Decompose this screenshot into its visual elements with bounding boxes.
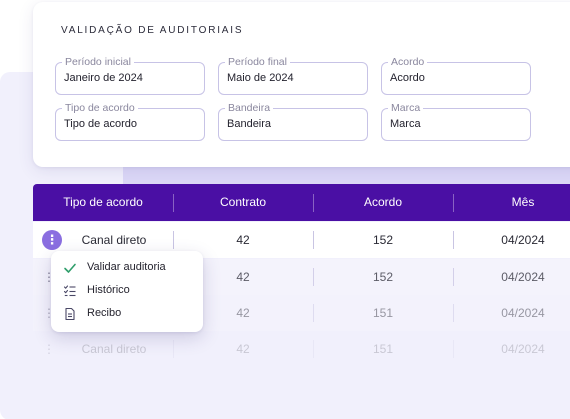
row-actions-button[interactable]: ⋮	[43, 342, 55, 356]
row-divider	[453, 268, 454, 286]
row-divider	[453, 231, 454, 249]
menu-item-validar-auditoria[interactable]: Validar auditoria	[51, 257, 203, 279]
row-divider	[313, 268, 314, 286]
cell-contrato: 42	[236, 270, 250, 284]
bandeira-field[interactable]: Bandeira Bandeira	[218, 102, 368, 141]
cell-mes: 04/2024	[501, 270, 545, 284]
cell-contrato: 42	[236, 342, 250, 356]
check-icon	[64, 263, 76, 273]
checklist-icon	[63, 285, 76, 297]
marca-field[interactable]: Marca Marca	[381, 102, 531, 141]
periodo-inicial-field[interactable]: Período inicial Janeiro de 2024	[55, 56, 205, 95]
periodo-final-field[interactable]: Período final Maio de 2024	[218, 56, 368, 95]
row-divider	[313, 304, 314, 322]
cell-tipo: Canal direto	[81, 233, 147, 247]
column-header-mes[interactable]: Mês	[511, 195, 535, 209]
cell-acordo: 152	[372, 233, 394, 247]
cell-acordo: 151	[372, 342, 394, 356]
menu-item-label: Histórico	[87, 284, 130, 296]
field-label: Marca	[388, 102, 424, 114]
cell-contrato: 42	[236, 306, 250, 320]
menu-item-historico[interactable]: Histórico	[51, 280, 203, 302]
field-value: Tipo de acordo	[64, 118, 137, 130]
filter-card-title: VALIDAÇÃO DE AUDITORIAIS	[61, 25, 244, 36]
cell-mes: 04/2024	[501, 233, 545, 247]
row-divider	[173, 231, 174, 249]
row-actions-button[interactable]: ⋮	[42, 230, 62, 250]
cell-acordo: 151	[372, 306, 394, 320]
header-divider	[313, 194, 314, 212]
column-header-contrato[interactable]: Contrato	[219, 195, 267, 209]
row-divider	[453, 340, 454, 358]
header-divider	[453, 194, 454, 212]
cell-mes: 04/2024	[501, 342, 545, 356]
row-divider	[453, 304, 454, 322]
field-value: Maio de 2024	[227, 72, 294, 84]
cell-tipo: Canal direto	[81, 342, 147, 356]
cell-acordo: 152	[372, 270, 394, 284]
header-divider	[173, 194, 174, 212]
field-label: Período inicial	[62, 56, 134, 68]
menu-item-label: Validar auditoria	[87, 261, 166, 273]
cell-mes: 04/2024	[501, 306, 545, 320]
field-value: Marca	[390, 118, 421, 130]
field-label: Bandeira	[225, 102, 274, 114]
tipo-de-acordo-field[interactable]: Tipo de acordo Tipo de acordo	[55, 102, 205, 141]
menu-item-label: Recibo	[87, 307, 122, 319]
cell-contrato: 42	[236, 233, 250, 247]
field-label: Período final	[225, 56, 290, 68]
column-header-acordo[interactable]: Acordo	[363, 195, 403, 209]
row-divider	[173, 340, 174, 358]
field-label: Acordo	[388, 56, 428, 68]
row-divider	[313, 340, 314, 358]
field-value: Bandeira	[227, 118, 272, 130]
row-actions-menu: Validar auditoria Histórico Recibo	[51, 251, 203, 332]
filter-card: VALIDAÇÃO DE AUDITORIAIS Período inicial…	[33, 2, 570, 167]
acordo-field[interactable]: Acordo Acordo	[381, 56, 531, 95]
row-divider	[313, 231, 314, 249]
table-header: Tipo de acordo Contrato Acordo Mês	[33, 184, 570, 221]
column-header-tipo-de-acordo[interactable]: Tipo de acordo	[63, 195, 143, 209]
table-row: ⋮ Canal direto 42 151 04/2024	[33, 331, 570, 367]
field-value: Acordo	[390, 72, 425, 84]
field-value: Janeiro de 2024	[64, 72, 143, 84]
field-label: Tipo de acordo	[62, 102, 138, 114]
receipt-icon	[65, 307, 75, 321]
menu-item-recibo[interactable]: Recibo	[51, 303, 203, 325]
